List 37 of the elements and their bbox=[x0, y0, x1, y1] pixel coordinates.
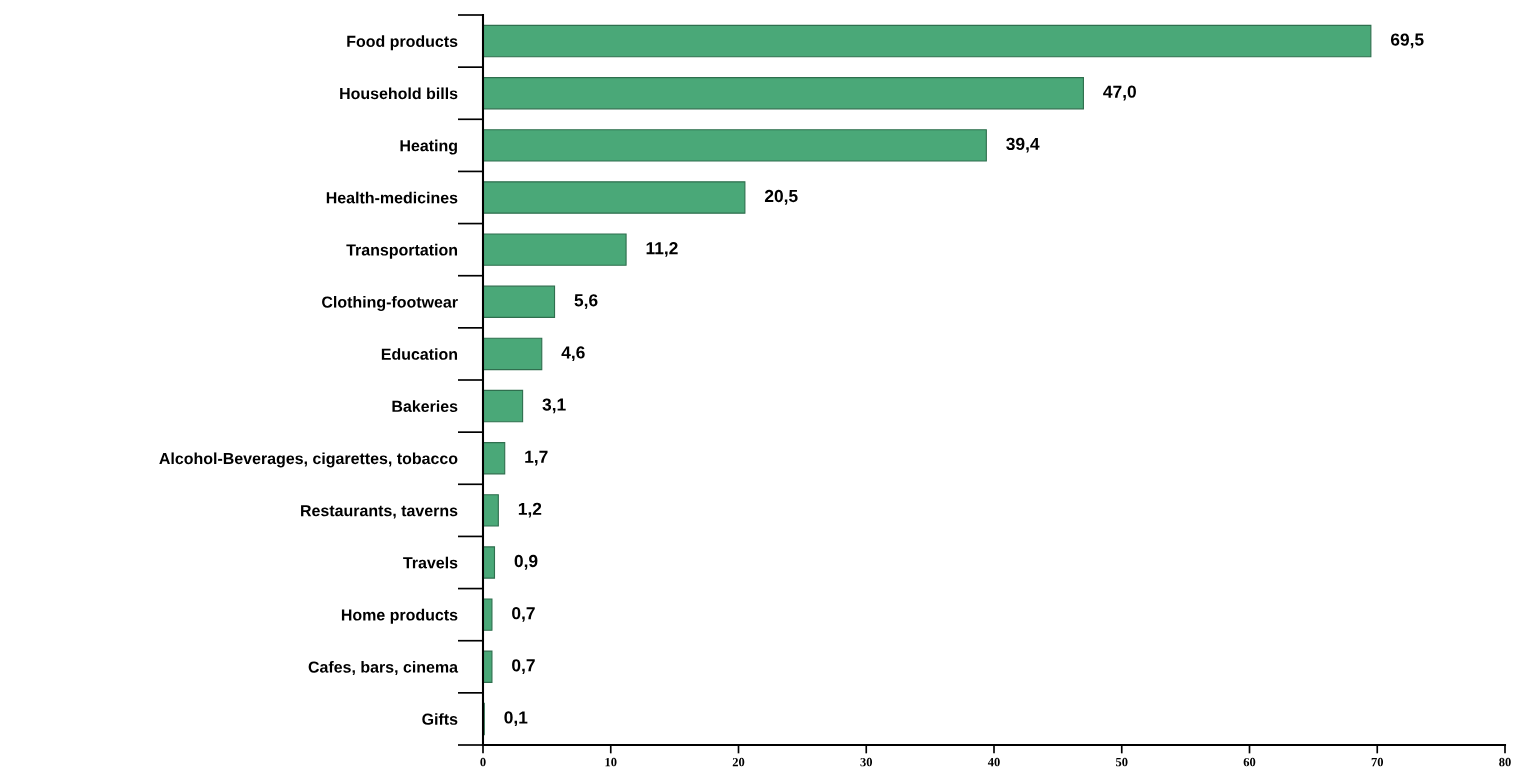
y-tick-label: Restaurants, taverns bbox=[301, 505, 458, 519]
x-tick-label: 50 bbox=[1116, 757, 1128, 767]
data-label: 69,5 bbox=[1390, 33, 1424, 49]
x-tick-label: 10 bbox=[605, 757, 617, 767]
y-tick-label: Gifts bbox=[422, 713, 458, 725]
x-tick-label: 60 bbox=[1243, 757, 1256, 767]
x-tick-label: 30 bbox=[860, 757, 873, 767]
y-tick-label: Health-medicines bbox=[326, 191, 458, 204]
y-tick-label: Clothing-footwear bbox=[322, 296, 458, 311]
data-label: 11,2 bbox=[646, 242, 678, 257]
y-tick-label: Heating bbox=[400, 139, 457, 155]
data-label: 0,1 bbox=[504, 711, 528, 727]
data-label: 4,6 bbox=[561, 346, 585, 362]
data-label: 3,1 bbox=[542, 398, 566, 414]
data-label: 0,7 bbox=[512, 607, 535, 622]
y-tick-label: Bakeries bbox=[392, 400, 458, 413]
y-tick-label: Transportation bbox=[346, 243, 458, 259]
data-label: 5,6 bbox=[574, 294, 598, 309]
x-tick-label: 80 bbox=[1499, 757, 1511, 767]
x-tick-label: 70 bbox=[1371, 757, 1384, 767]
data-label: 1,7 bbox=[525, 450, 548, 466]
y-tick-label: Education bbox=[381, 348, 458, 360]
data-label: 20,5 bbox=[764, 189, 798, 205]
x-tick-label: 40 bbox=[987, 757, 1000, 767]
data-label: 47,0 bbox=[1103, 85, 1136, 101]
x-tick-label: 20 bbox=[732, 757, 745, 767]
data-label: 1,2 bbox=[518, 502, 542, 518]
data-label: 0,7 bbox=[512, 659, 535, 674]
y-tick-label: Household bills bbox=[340, 87, 458, 100]
x-tick-label: 0 bbox=[480, 757, 486, 767]
y-tick-label: Travels bbox=[403, 556, 458, 569]
data-label: 39,4 bbox=[1006, 137, 1040, 153]
y-tick-label: Home products bbox=[341, 608, 458, 624]
y-tick-label: Food products bbox=[347, 35, 458, 51]
y-tick-label: Alcohol-Beverages, cigarettes, tobacco bbox=[159, 452, 458, 468]
y-tick-label: Cafes, bars, cinema bbox=[308, 661, 459, 676]
data-label: 0,9 bbox=[514, 554, 538, 570]
